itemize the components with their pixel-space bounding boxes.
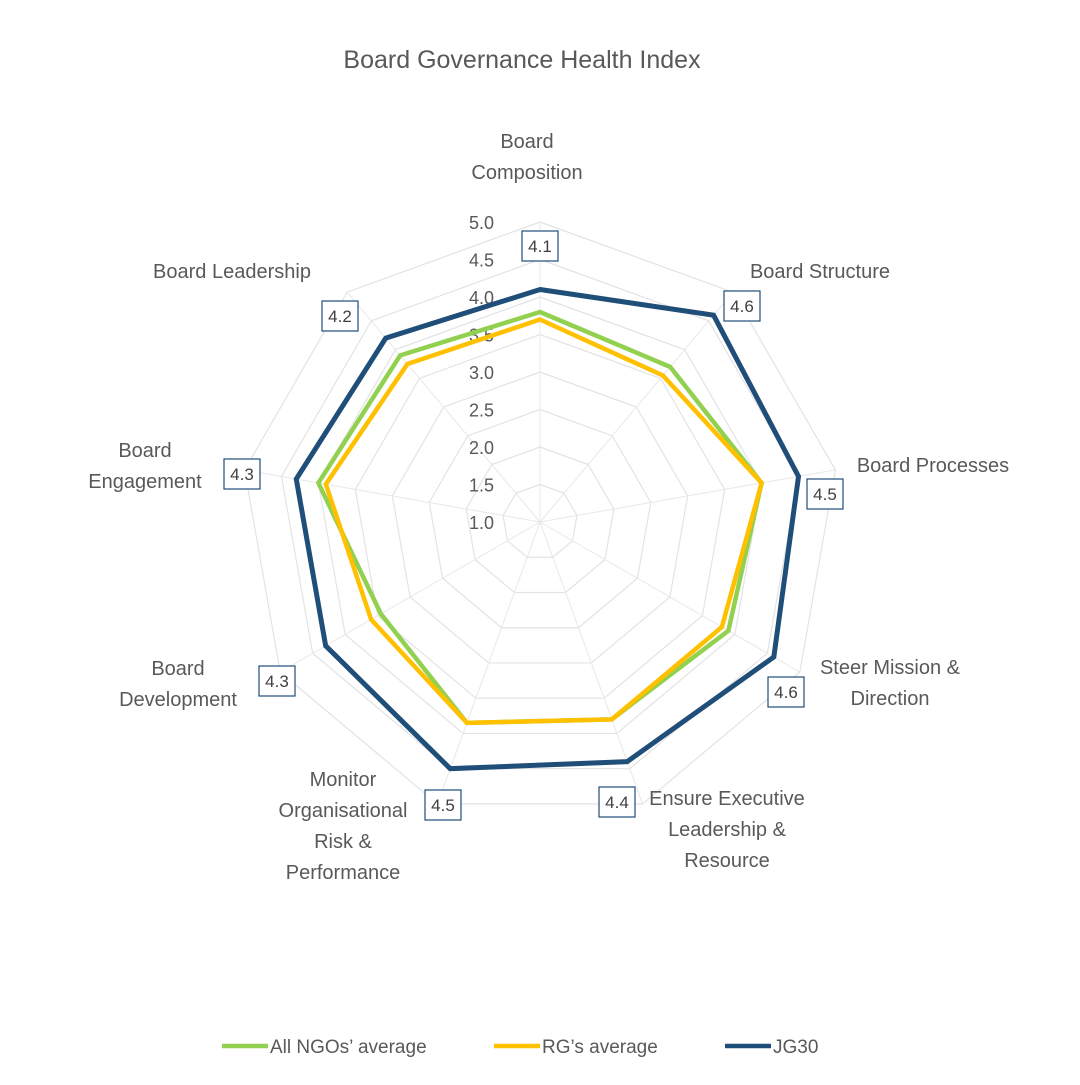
category-label: Board Structure (750, 261, 890, 283)
tick-label: 1.5 (469, 476, 494, 496)
category-label-line: Resource (684, 850, 770, 872)
legend-label: JG30 (773, 1037, 818, 1058)
grid-spoke (244, 469, 541, 523)
data-label-box (598, 786, 636, 818)
tick-label: 4.0 (469, 288, 494, 308)
category-label-line: Composition (471, 162, 582, 184)
category-label-line: Risk & (314, 831, 372, 853)
category-label-line: Board Structure (750, 261, 890, 283)
series-line-1 (323, 317, 765, 726)
grid-ring (465, 446, 615, 594)
category-label: Board Engagement (88, 440, 202, 493)
data-label-box (223, 458, 261, 490)
data-label: 4.5 (431, 796, 455, 815)
category-label-line: Board (118, 440, 171, 462)
legend: All NGOs’ average RG’s average JG30 (222, 1037, 818, 1058)
grid-spoke (539, 291, 734, 523)
data-label: 4.6 (730, 297, 754, 316)
category-label: Board Leadership (153, 261, 311, 283)
data-labels: 4.1 4.6 4.5 4.6 4.4 4.5 4.3 4.3 4.2 (223, 230, 844, 821)
series-line-2 (293, 286, 802, 772)
grid-ring (428, 408, 652, 629)
category-label-line: Ensure Executive (649, 788, 805, 810)
data-label-box (767, 676, 805, 708)
category-label-line: Board Processes (857, 455, 1009, 477)
tick-label: 4.5 (469, 251, 494, 271)
tick-label: 1.0 (469, 513, 494, 533)
category-label: Board Composition (471, 131, 582, 184)
data-label: 4.2 (328, 307, 352, 326)
tick-label: 3.0 (469, 363, 494, 383)
category-label-line: Leadership & (668, 819, 787, 841)
category-label-line: Board Leadership (153, 261, 311, 283)
grid-ring (502, 483, 578, 558)
grid-ring (391, 371, 689, 664)
category-label: Board Processes (857, 455, 1009, 477)
data-label-box (806, 478, 844, 510)
tick-label: 5.0 (469, 213, 494, 233)
data-label-box (424, 789, 462, 821)
data-label: 4.5 (813, 485, 837, 504)
category-label-line: Engagement (88, 471, 202, 493)
data-label: 4.3 (230, 465, 254, 484)
data-label: 4.6 (774, 683, 798, 702)
legend-label: RG’s average (542, 1037, 658, 1058)
data-label-box (723, 290, 761, 322)
grid-spoke (436, 521, 541, 805)
data-label: 4.1 (528, 237, 552, 256)
category-label: Steer Mission & Direction (820, 657, 961, 710)
grid (243, 221, 837, 805)
category-label: Monitor Organisational Risk & Performance (279, 769, 408, 884)
data-label: 4.3 (265, 672, 289, 691)
data-label-box (321, 300, 359, 332)
grid-spoke (539, 521, 644, 805)
data-label-box (258, 665, 296, 697)
grid-spoke (539, 521, 801, 673)
series-lines (293, 286, 802, 772)
category-label-line: Performance (286, 862, 401, 884)
category-label-line: Monitor (310, 769, 377, 791)
chart-title: Board Governance Health Index (343, 46, 701, 74)
category-label-line: Organisational (279, 800, 408, 822)
category-labels: Board Composition Board Structure Board Pro… (88, 131, 1009, 884)
grid-ring (280, 258, 800, 770)
category-label-line: Development (119, 689, 237, 711)
data-label: 4.4 (605, 793, 629, 812)
grid-spoke (346, 291, 541, 523)
category-label-line: Board (151, 658, 204, 680)
category-label: Ensure Executive Leadership & Resource (649, 788, 805, 872)
tick-label: 2.5 (469, 401, 494, 421)
grid-ring (317, 296, 763, 735)
category-label-line: Board (500, 131, 553, 153)
grid-ring (243, 221, 837, 805)
tick-labels: 1.01.52.02.53.03.54.04.55.0 (469, 213, 494, 533)
category-label: Board Development (119, 658, 237, 711)
category-label-line: Steer Mission & (820, 657, 961, 679)
grid-ring (354, 333, 726, 699)
grid-spoke (539, 469, 836, 523)
data-label-box (521, 230, 559, 262)
tick-label: 2.0 (469, 438, 494, 458)
legend-label: All NGOs’ average (270, 1037, 427, 1058)
category-label-line: Direction (851, 688, 930, 710)
